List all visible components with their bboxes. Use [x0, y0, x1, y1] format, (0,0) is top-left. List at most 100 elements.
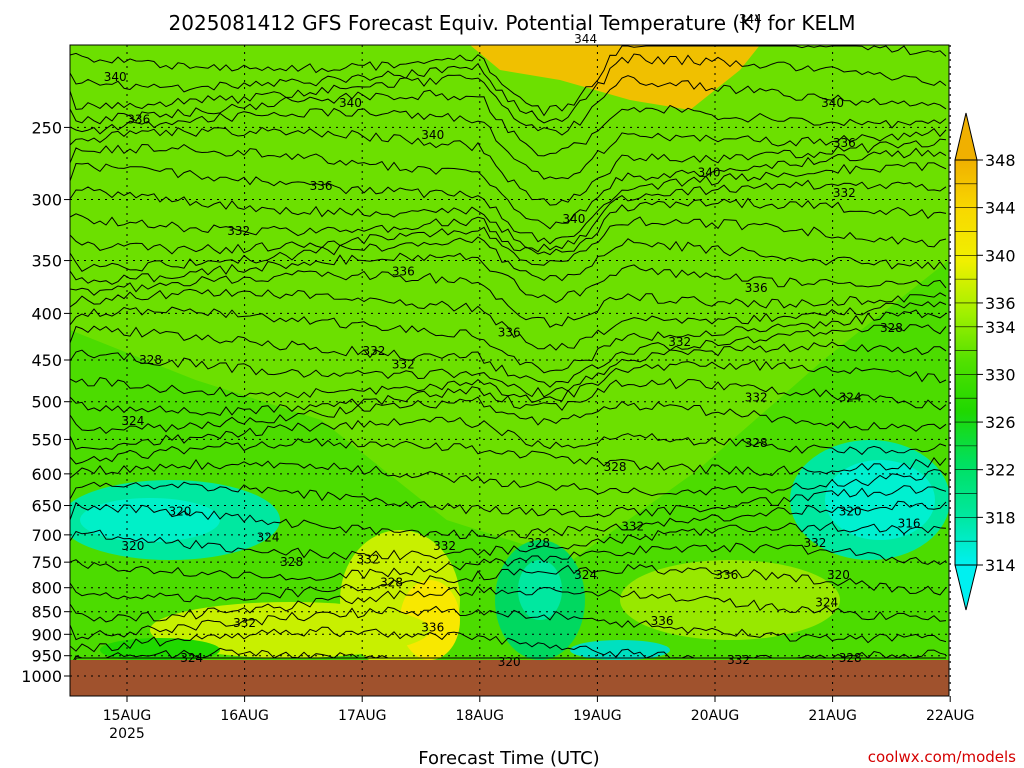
y-tick-label: 250 [31, 118, 62, 137]
contour-label: 336 [745, 281, 768, 295]
plot-area [70, 45, 949, 660]
contour-label: 340 [698, 165, 721, 179]
y-tick-label: 400 [31, 304, 62, 323]
contour-label: 328 [880, 321, 903, 335]
contour-label: 336 [310, 179, 333, 193]
colorbar-tick-label: 348 [985, 151, 1016, 170]
contour-label: 332 [433, 539, 456, 553]
contour-label: 332 [745, 391, 768, 405]
contour-label: 332 [233, 616, 256, 630]
field-anomaly [80, 498, 220, 542]
contour-label: 324 [180, 651, 203, 665]
contour-line [70, 416, 947, 456]
contour-label: 324 [121, 414, 144, 428]
field-anomaly [620, 560, 840, 640]
x-tick-label: 16AUG [220, 708, 269, 724]
contour-line [70, 143, 947, 230]
contour-label: 336 [127, 112, 150, 126]
x-axis-label: Forecast Time (UTC) [418, 748, 599, 768]
y-axis: 250 300 350 400 450 500 550 600 650 700 750 800 850 9… [21, 118, 70, 686]
contour-label: 332 [392, 357, 415, 371]
colorbar-tick-label: 344 [985, 199, 1016, 218]
contour-line [70, 500, 947, 540]
contour-line [70, 179, 947, 253]
colorbar: 314 318 322 326 330 334 336 340 344 348 [954, 112, 1016, 611]
colorbar-tick-label: 340 [985, 246, 1016, 265]
contour-label: 344 [574, 32, 597, 46]
contour-label: 320 [498, 655, 521, 669]
field-anomaly [518, 560, 562, 620]
contour-label: 328 [839, 651, 862, 665]
contour-label: 324 [815, 595, 838, 609]
contour-line [70, 481, 947, 518]
contour-line [70, 162, 947, 245]
y-tick-label: 500 [31, 393, 62, 412]
chart-title: 2025081412 GFS Forecast Equiv. Potential… [169, 11, 856, 35]
contour-label: 344 [739, 12, 762, 26]
contour-line [70, 236, 947, 282]
x-tick-label: 15AUG [103, 708, 152, 724]
contour-label: 328 [745, 436, 768, 450]
contour-label: 324 [839, 391, 862, 405]
colorbar-tick-label: 318 [985, 508, 1016, 527]
contour-line [70, 542, 947, 581]
colorbar-tick-label: 334 [985, 318, 1016, 337]
contour-line [70, 216, 947, 266]
colorbar-ticks: 314 318 322 326 330 334 336 340 344 348 [955, 151, 1016, 575]
contour-label: 340 [421, 128, 444, 142]
y-tick-label: 300 [31, 191, 62, 210]
contour-label: 332 [363, 344, 386, 358]
contour-label: 340 [821, 96, 844, 110]
colorbar-tick-label: 326 [985, 413, 1016, 432]
y-tick-label: 750 [31, 553, 62, 572]
contour-label: 332 [227, 224, 250, 238]
contour-line [70, 53, 947, 124]
contour-label: 336 [421, 621, 444, 635]
contour-line [70, 341, 947, 398]
contour-label: 336 [498, 326, 521, 340]
field-anomalies [70, 440, 949, 660]
x-axis: 15AUG 2025 16AUG 17AUG 18AUG 19AUG 20AUG 21AUG 2… [103, 696, 975, 742]
contour-label: 340 [339, 96, 362, 110]
contour-line [70, 438, 947, 477]
field-band [470, 45, 760, 110]
contour-label: 336 [651, 614, 674, 628]
y-tick-label: 1000 [21, 667, 62, 686]
colorbar-bottom-arrow [954, 564, 978, 611]
contour-line [75, 657, 946, 660]
x-tick-sublabel: 2025 [109, 726, 145, 742]
contour-label: 316 [898, 516, 921, 530]
y-tick-label: 450 [31, 351, 62, 370]
contour-label: 328 [604, 460, 627, 474]
contour-label: 328 [280, 555, 303, 569]
contour-label: 328 [139, 353, 162, 367]
contour-label: 328 [380, 576, 403, 590]
contour-label: 328 [527, 536, 550, 550]
contour-line [70, 252, 947, 304]
y-tick-label: 600 [31, 465, 62, 484]
contour-line [70, 605, 947, 644]
contour-line [70, 270, 947, 328]
y-tick-label: 700 [31, 526, 62, 545]
colorbar-tick-label: 314 [985, 556, 1016, 575]
contour-label: 332 [357, 553, 380, 567]
contour-line [70, 306, 947, 374]
contour-line [70, 458, 947, 497]
contour-line [70, 89, 947, 157]
colorbar-tick-label: 322 [985, 461, 1016, 480]
contour-line [70, 563, 947, 603]
x-tick-label: 22AUG [926, 708, 975, 724]
contour-lines [70, 45, 947, 660]
contour-label: 320 [839, 505, 862, 519]
contour-label: 324 [257, 531, 280, 545]
colorbar-tick-label: 336 [985, 294, 1016, 313]
contour-line [70, 74, 947, 136]
x-tick-label: 17AUG [338, 708, 387, 724]
contour-label: 320 [121, 539, 144, 553]
plot-frame [69, 44, 950, 697]
colorbar-tick-label: 330 [985, 365, 1016, 384]
contour-label: 320 [827, 568, 850, 582]
contour-label: 332 [804, 536, 827, 550]
colorbar-body [954, 159, 978, 566]
